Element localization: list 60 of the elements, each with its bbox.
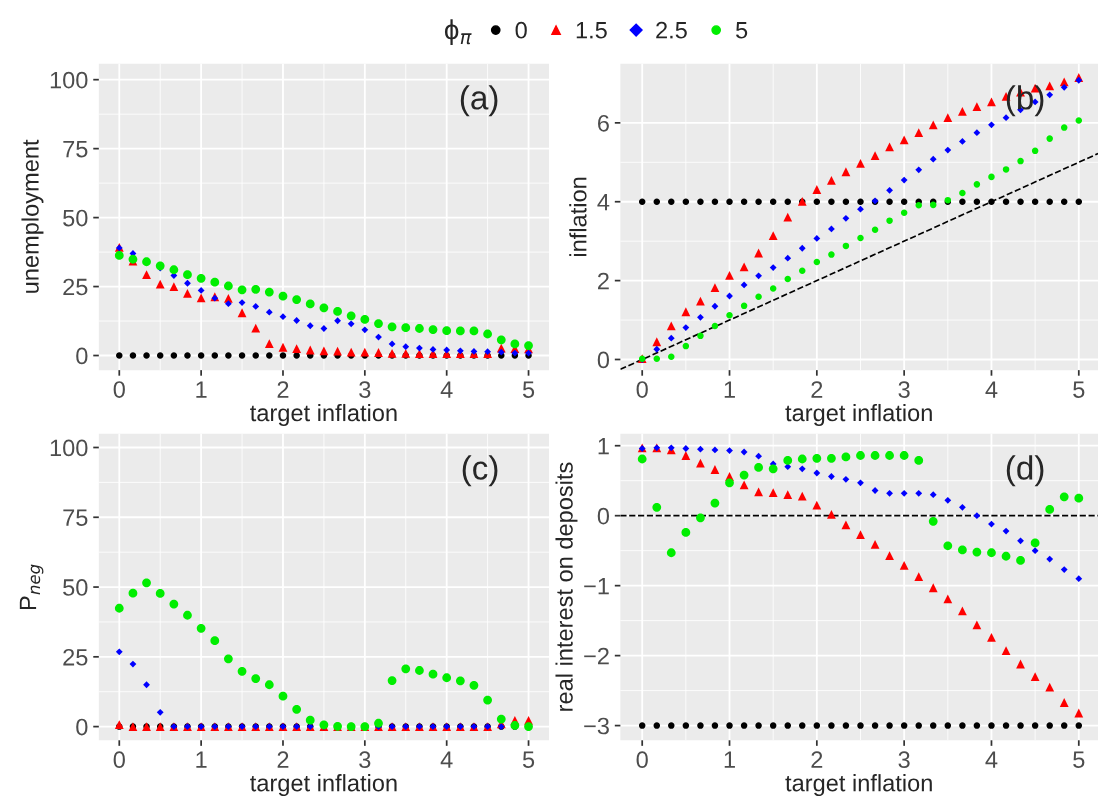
x-tick-label: 1 <box>724 751 735 768</box>
x-tick-label: 3 <box>359 381 371 398</box>
x-tick-label: 4 <box>985 751 998 768</box>
x-tick-label: 0 <box>113 381 125 398</box>
annotation: (c) <box>462 455 498 487</box>
y-tick-label: 25 <box>63 648 88 666</box>
x-axis-title: target inflation <box>250 403 397 426</box>
legend-title: ϕ$_{π}$ <box>444 19 472 46</box>
annotation: (d) <box>1006 455 1044 487</box>
y-axis-title: inflation <box>569 177 587 257</box>
y-axis-title: real interest on deposits <box>555 462 578 711</box>
y-tick-label: 25 <box>63 278 88 296</box>
y-tick-label: 75 <box>63 140 88 158</box>
annotation: (a) <box>460 85 498 117</box>
x-tick-label: 1 <box>724 381 735 398</box>
legend-label: 2.5 <box>656 21 687 39</box>
x-tick-label: 4 <box>985 381 998 398</box>
y-tick-label: 2 <box>598 272 609 290</box>
y-tick-label: 50 <box>63 209 88 227</box>
y-tick-label: 100 <box>50 71 88 89</box>
annotation: (b) <box>1006 85 1044 117</box>
x-axis-title: target inflation <box>785 403 932 426</box>
y-axis-title: P$_{neg}$ <box>19 564 44 610</box>
legend-label: 0 <box>515 21 527 39</box>
x-tick-label: 5 <box>1073 751 1085 769</box>
x-tick-label: 1 <box>196 751 207 768</box>
x-tick-label: 3 <box>359 751 371 769</box>
x-tick-label: 0 <box>636 381 648 398</box>
x-tick-label: 5 <box>522 751 535 769</box>
y-tick-label: 50 <box>63 579 88 596</box>
x-tick-label: 2 <box>277 751 289 768</box>
y-tick-label: 0 <box>597 507 610 525</box>
x-axis-title: target inflation <box>250 774 397 796</box>
y-tick-label: 4 <box>597 194 610 211</box>
x-tick-label: 2 <box>811 381 823 398</box>
y-tick-label: −2 <box>584 647 609 665</box>
x-tick-label: 2 <box>277 381 289 398</box>
legend-label: 5 <box>736 22 748 39</box>
y-axis-title: unemployment <box>21 139 44 293</box>
x-tick-label: 3 <box>898 381 910 398</box>
y-tick-label: 0 <box>76 718 88 736</box>
y-tick-label: 0 <box>76 347 88 365</box>
x-tick-label: 4 <box>440 751 453 768</box>
y-tick-label: 0 <box>597 351 610 369</box>
y-tick-label: 1 <box>598 438 609 455</box>
x-tick-label: 5 <box>1073 381 1085 398</box>
legend-label: 1.5 <box>576 22 607 39</box>
x-tick-label: 0 <box>636 751 648 769</box>
x-tick-label: 0 <box>113 751 125 769</box>
x-tick-label: 5 <box>522 381 535 398</box>
y-tick-label: −1 <box>584 577 609 595</box>
y-tick-label: 6 <box>598 114 609 132</box>
x-tick-label: 1 <box>196 381 207 398</box>
x-tick-label: 4 <box>440 381 453 398</box>
y-tick-label: −3 <box>584 717 609 735</box>
x-tick-label: 2 <box>811 751 823 768</box>
x-axis-title: target inflation <box>785 774 932 796</box>
y-tick-label: 75 <box>63 509 88 527</box>
x-tick-label: 3 <box>898 751 910 769</box>
y-tick-label: 100 <box>50 439 88 457</box>
